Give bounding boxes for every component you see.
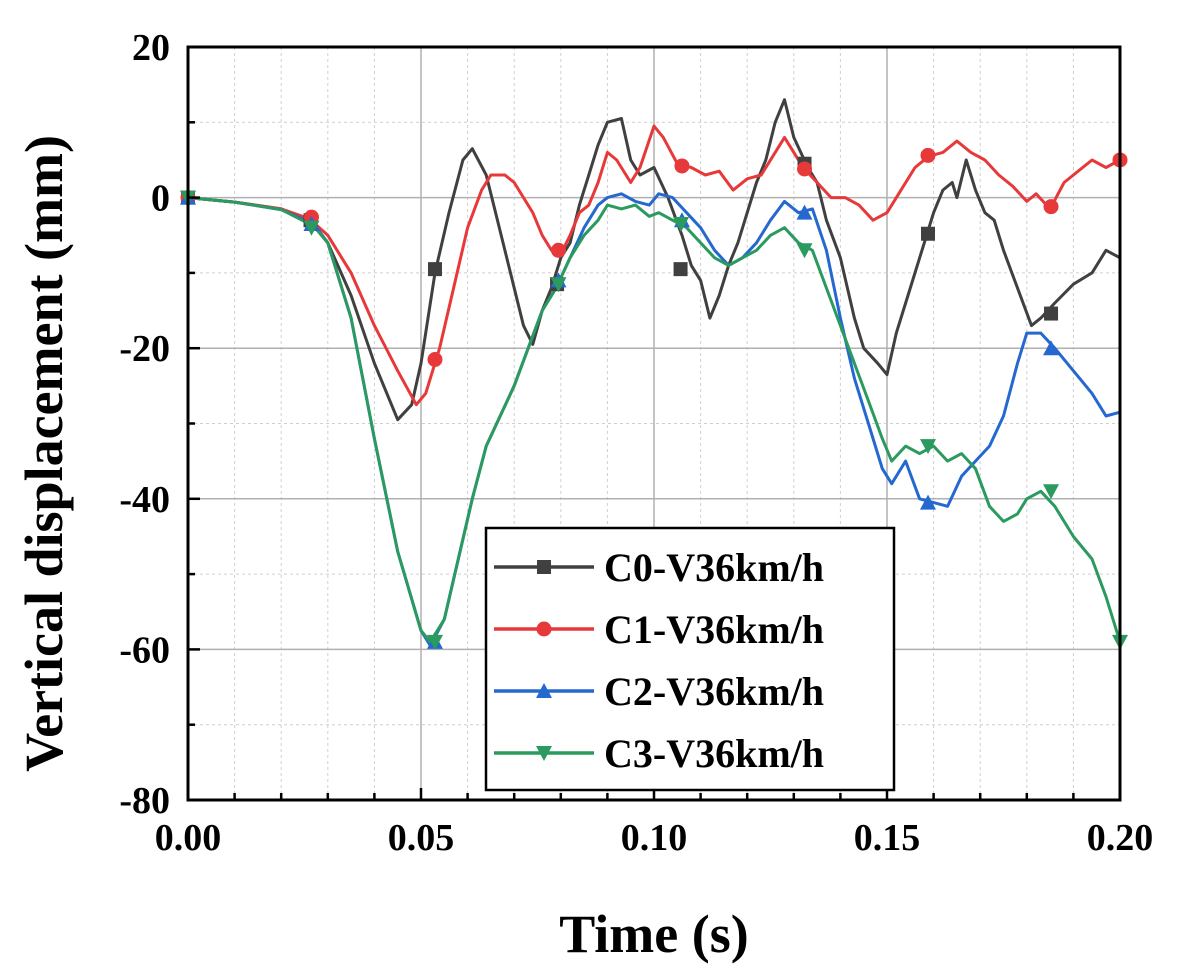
legend-entry-c3: C3-V36km/h <box>494 731 824 776</box>
data-point-c1 <box>797 161 813 177</box>
x-axis-title: Time (s) <box>559 904 748 964</box>
legend-entry-c2: C2-V36km/h <box>494 669 824 714</box>
y-tick-label: -20 <box>119 328 170 370</box>
series-line-c0 <box>187 98 1121 422</box>
x-tick-label: 0.15 <box>854 817 921 859</box>
series-markers <box>180 147 1128 650</box>
data-point-c3 <box>426 634 443 650</box>
data-point-c3 <box>920 439 937 455</box>
data-point-c1 <box>550 242 566 258</box>
data-point-c2 <box>920 494 937 510</box>
data-point-c3 <box>796 243 813 259</box>
data-point-c1 <box>920 147 936 163</box>
data-point-c3 <box>673 216 690 232</box>
legend: C0-V36km/h C1-V36km/h C2-V36km/h C3-V36k… <box>484 526 896 792</box>
data-point-c1 <box>674 158 690 174</box>
data-point-c0 <box>673 262 688 277</box>
data-point-c3 <box>1043 484 1060 500</box>
legend-label-c3: C3-V36km/h <box>604 731 824 776</box>
x-tick-label: 0.10 <box>621 817 688 859</box>
data-point-c3 <box>550 277 567 293</box>
legend-entry-c0: C0-V36km/h <box>494 545 824 590</box>
data-point-c2 <box>1043 340 1060 356</box>
data-point-c2 <box>796 204 813 220</box>
data-point-c1 <box>427 351 443 367</box>
y-tick-label: -60 <box>119 629 170 671</box>
legend-label-c2: C2-V36km/h <box>604 669 824 714</box>
y-axis-title: Vertical displacement (mm) <box>14 135 74 772</box>
tick-labels: 0.00 0.05 0.10 0.15 0.20 -80 -60 -40 -20 0 20 <box>119 27 1153 859</box>
data-point-c0 <box>921 226 936 241</box>
data-point-c3 <box>303 220 320 236</box>
legend-marker-c1 <box>536 621 552 637</box>
x-tick-label: 0.05 <box>388 817 455 859</box>
x-tick-label: 0.00 <box>155 817 222 859</box>
legend-box <box>484 526 896 792</box>
legend-entry-c1: C1-V36km/h <box>494 607 824 652</box>
data-point-c0 <box>427 262 442 277</box>
y-tick-label: -40 <box>119 479 170 521</box>
legend-marker-c3 <box>536 746 552 761</box>
series-line-c3 <box>187 196 1122 644</box>
x-tick-label: 0.20 <box>1087 817 1154 859</box>
data-point-c0 <box>1044 306 1059 321</box>
grid <box>188 47 1120 800</box>
y-tick-label: 20 <box>132 27 170 69</box>
y-tick-label: 0 <box>151 178 170 220</box>
legend-marker-c0 <box>537 560 551 574</box>
legend-marker-c2 <box>536 683 552 698</box>
data-point-c1 <box>1043 199 1059 215</box>
y-tick-label: -80 <box>119 780 170 822</box>
legend-label-c1: C1-V36km/h <box>604 607 824 652</box>
legend-label-c0: C0-V36km/h <box>604 545 824 590</box>
